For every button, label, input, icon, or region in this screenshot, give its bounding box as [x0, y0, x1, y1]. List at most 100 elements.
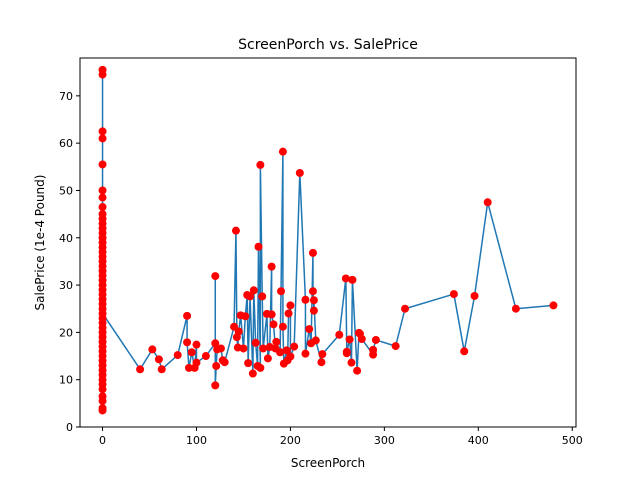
data-point — [335, 330, 344, 339]
data-point — [98, 127, 107, 136]
data-point — [277, 287, 286, 296]
y-tick-label: 70 — [59, 90, 73, 103]
data-point — [211, 381, 220, 390]
data-point — [278, 147, 287, 156]
axes-frame — [79, 57, 577, 428]
data-point — [470, 291, 479, 300]
plot-area — [98, 65, 558, 415]
data-point — [259, 344, 268, 353]
data-point — [231, 226, 240, 235]
data-point — [192, 358, 201, 367]
data-point — [183, 338, 192, 347]
y-tick-label: 50 — [59, 184, 73, 197]
y-tick-label: 10 — [59, 374, 73, 387]
x-tick-label: 500 — [562, 434, 583, 447]
x-axis: 0 100 200 300 400 500 — [99, 427, 583, 447]
data-point — [460, 347, 469, 356]
data-point — [286, 301, 295, 310]
y-tick-label: 30 — [59, 279, 73, 292]
data-point — [258, 292, 267, 301]
data-point — [157, 365, 166, 374]
data-point — [286, 352, 295, 361]
data-point — [483, 198, 492, 207]
data-point — [98, 134, 107, 143]
data-point — [98, 392, 107, 401]
data-point — [211, 339, 220, 348]
data-point — [187, 348, 196, 357]
data-point — [251, 338, 260, 347]
data-point — [301, 349, 310, 358]
x-tick-label: 0 — [99, 434, 106, 447]
data-point — [269, 320, 278, 329]
data-point — [308, 248, 317, 257]
data-point — [318, 350, 327, 359]
data-point — [369, 345, 378, 354]
data-point — [256, 363, 265, 372]
data-point — [263, 354, 272, 363]
data-point — [183, 311, 192, 320]
data-point — [98, 203, 107, 212]
data-point — [309, 306, 318, 315]
data-point — [305, 325, 314, 334]
data-point — [211, 272, 220, 281]
data-point — [391, 342, 400, 351]
chart-title: ScreenPorch vs. SalePrice — [238, 37, 418, 53]
data-point — [239, 344, 248, 353]
data-point — [148, 345, 157, 354]
data-point — [347, 358, 356, 367]
data-point — [449, 290, 458, 299]
data-point — [290, 342, 299, 351]
data-point — [348, 275, 357, 284]
data-point — [272, 337, 281, 346]
data-point — [246, 292, 255, 301]
data-point — [353, 366, 362, 375]
x-tick-label: 400 — [468, 434, 489, 447]
data-point — [98, 404, 107, 413]
data-point — [311, 336, 320, 345]
y-tick-label: 60 — [59, 137, 73, 150]
data-point — [301, 295, 310, 304]
data-point — [401, 304, 410, 313]
data-point — [220, 358, 229, 367]
data-point — [212, 361, 221, 370]
data-point — [284, 309, 293, 318]
data-point — [184, 363, 193, 372]
data-point — [276, 348, 285, 357]
data-point — [241, 312, 250, 321]
data-point — [267, 310, 276, 319]
data-point — [244, 359, 253, 368]
data-point — [282, 346, 291, 355]
y-tick-label: 0 — [66, 421, 73, 434]
data-point — [256, 160, 265, 169]
data-point — [192, 340, 201, 349]
data-point — [201, 352, 210, 361]
y-tick-label: 20 — [59, 326, 73, 339]
data-point — [317, 358, 326, 367]
data-point — [216, 344, 225, 353]
data-point — [98, 186, 107, 195]
data-series — [98, 65, 558, 415]
y-axis: 0 10 20 30 40 50 60 70 — [59, 90, 80, 434]
data-point — [309, 296, 318, 305]
data-point — [136, 365, 145, 374]
data-point — [173, 351, 182, 360]
data-point — [342, 347, 351, 356]
data-point — [345, 335, 354, 344]
y-tick-label: 40 — [59, 232, 73, 245]
data-point — [308, 287, 317, 296]
x-tick-label: 300 — [374, 434, 395, 447]
y-axis-label: SalePrice (1e-4 Pound) — [33, 175, 47, 311]
data-point — [98, 65, 107, 74]
data-point — [295, 168, 304, 177]
data-point — [98, 210, 107, 219]
data-point — [549, 301, 558, 310]
data-point — [511, 304, 520, 313]
x-tick-label: 200 — [280, 434, 301, 447]
data-point — [234, 327, 243, 336]
data-point — [154, 355, 163, 364]
data-point — [371, 335, 380, 344]
data-point — [254, 242, 263, 251]
data-point — [267, 262, 276, 271]
